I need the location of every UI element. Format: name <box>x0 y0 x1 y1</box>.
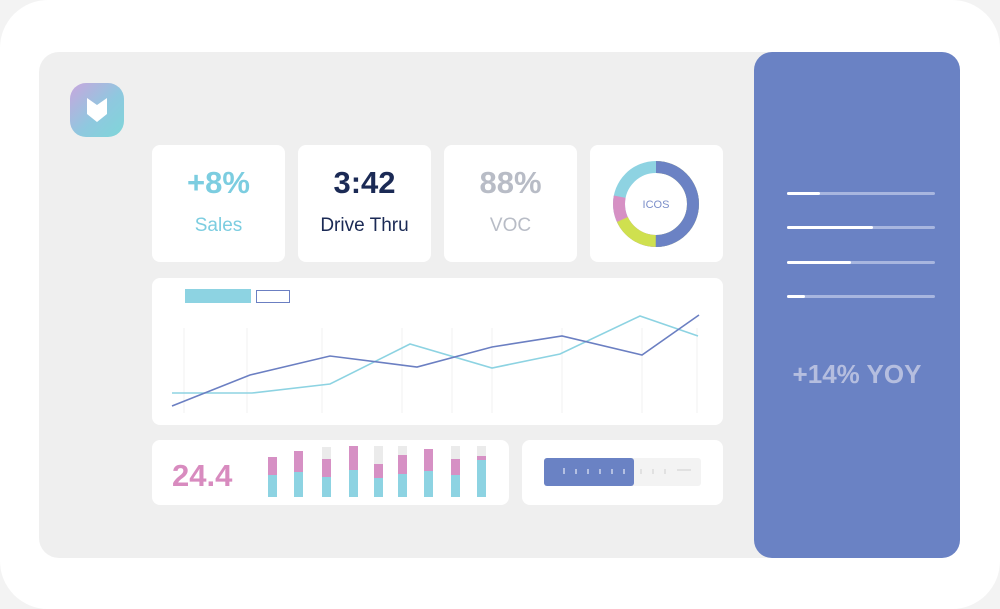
kpi-value: 88% <box>479 165 542 200</box>
kpi-label: VOC <box>489 215 532 236</box>
slider-fill <box>787 295 805 298</box>
stacked-bar-chart <box>268 446 486 497</box>
slider-1[interactable] <box>787 192 935 195</box>
progress-card[interactable] <box>522 440 723 505</box>
kpi-value: 3:42 <box>333 165 396 200</box>
legend-series-dark[interactable] <box>256 290 290 303</box>
kpi-value: +8% <box>187 165 250 200</box>
kpi-card-voc[interactable]: 88% VOC <box>444 145 577 262</box>
line-chart <box>171 314 700 413</box>
bars-card[interactable]: 24.4 <box>152 440 509 505</box>
line-chart-card[interactable] <box>152 278 723 425</box>
kpi-label: Drive Thru <box>320 215 409 236</box>
slider-fill <box>787 261 851 264</box>
app-logo[interactable] <box>70 83 124 137</box>
progress-ticks <box>563 468 691 474</box>
kpi-card-sales[interactable]: +8% Sales <box>152 145 285 262</box>
legend-series-light[interactable] <box>185 289 251 303</box>
slider-4[interactable] <box>787 295 935 298</box>
donut-label: ICOS <box>643 199 670 211</box>
slider-fill <box>787 192 820 195</box>
donut-card[interactable]: ICOS <box>590 145 723 262</box>
donut-chart: ICOS <box>613 161 699 247</box>
progress-fill <box>544 458 634 486</box>
kpi-card-drive-thru[interactable]: 3:42 Drive Thru <box>298 145 431 262</box>
slider-2[interactable] <box>787 226 935 229</box>
slider-fill <box>787 226 873 229</box>
kpi-label: Sales <box>194 215 243 236</box>
yoy-panel[interactable]: +14% YOY <box>754 52 960 558</box>
bars-value: 24.4 <box>172 458 233 493</box>
yoy-label: +14% YOY <box>792 359 922 389</box>
shield-chevron-icon <box>87 98 107 122</box>
progress-track[interactable] <box>544 458 701 486</box>
slider-3[interactable] <box>787 261 935 264</box>
